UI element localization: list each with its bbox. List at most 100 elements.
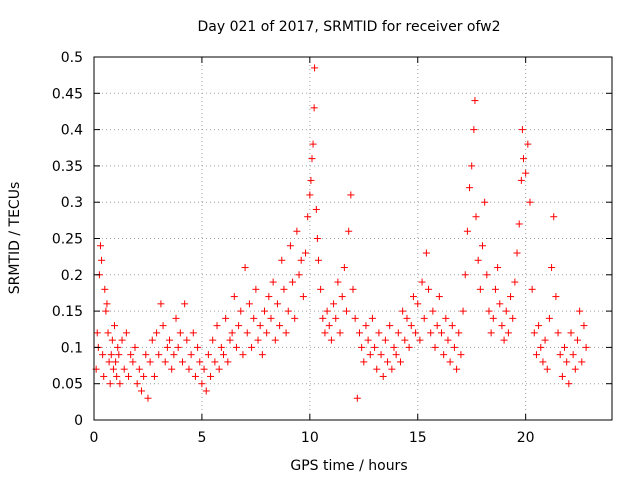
- data-point: [468, 162, 476, 170]
- data-point: [323, 307, 331, 315]
- data-point: [178, 358, 186, 366]
- data-point: [446, 358, 454, 366]
- y-tick-label: 0.45: [52, 86, 83, 102]
- data-point: [191, 372, 199, 380]
- data-point: [401, 336, 409, 344]
- data-point: [215, 365, 223, 373]
- data-point: [284, 307, 292, 315]
- data-point: [135, 365, 143, 373]
- data-point: [304, 213, 312, 221]
- data-point: [435, 293, 443, 301]
- data-point: [472, 213, 480, 221]
- y-tick-label: 0: [74, 413, 83, 429]
- data-point: [109, 365, 117, 373]
- data-point: [360, 358, 368, 366]
- data-point: [114, 343, 122, 351]
- data-point: [552, 293, 560, 301]
- data-point: [115, 351, 123, 359]
- data-point: [105, 358, 113, 366]
- data-point: [271, 336, 279, 344]
- data-point: [172, 314, 180, 322]
- data-point: [185, 365, 193, 373]
- data-point: [273, 300, 281, 308]
- data-point: [545, 314, 553, 322]
- data-point: [289, 278, 297, 286]
- data-point: [241, 264, 249, 272]
- data-point: [340, 264, 348, 272]
- data-point: [455, 329, 463, 337]
- data-point: [181, 300, 189, 308]
- data-point: [396, 358, 404, 366]
- data-point: [541, 336, 549, 344]
- data-point: [325, 322, 333, 330]
- data-point: [144, 394, 152, 402]
- data-point: [217, 343, 225, 351]
- data-point: [295, 271, 303, 279]
- data-point: [276, 322, 284, 330]
- data-point: [571, 365, 579, 373]
- data-point: [157, 300, 165, 308]
- data-point: [196, 358, 204, 366]
- data-point: [263, 329, 271, 337]
- data-point: [509, 314, 517, 322]
- y-tick-label: 0.05: [52, 377, 83, 393]
- data-point: [314, 256, 322, 264]
- data-point: [222, 314, 230, 322]
- data-point: [112, 358, 120, 366]
- data-point: [461, 271, 469, 279]
- data-point: [520, 155, 528, 163]
- data-point: [573, 336, 581, 344]
- data-point: [494, 264, 502, 272]
- data-point: [448, 322, 456, 330]
- data-point: [153, 329, 161, 337]
- data-point: [106, 380, 114, 388]
- data-point: [310, 104, 318, 112]
- data-point: [99, 351, 107, 359]
- data-point: [418, 278, 426, 286]
- data-point: [429, 307, 437, 315]
- data-point: [384, 358, 392, 366]
- data-point: [125, 372, 133, 380]
- data-point: [122, 329, 130, 337]
- data-point: [539, 358, 547, 366]
- data-point: [256, 322, 264, 330]
- y-tick-label: 0.2: [61, 268, 83, 284]
- data-point: [409, 293, 417, 301]
- data-point: [202, 387, 210, 395]
- x-tick-label: 10: [301, 430, 319, 446]
- data-point: [317, 285, 325, 293]
- axis-ticks: [93, 56, 612, 421]
- data-point: [209, 336, 217, 344]
- data-point: [414, 300, 422, 308]
- data-point: [394, 329, 402, 337]
- data-point: [237, 307, 245, 315]
- data-point: [120, 365, 128, 373]
- data-point: [358, 343, 366, 351]
- data-point: [228, 329, 236, 337]
- data-point: [412, 329, 420, 337]
- data-point: [543, 365, 551, 373]
- x-tick-label: 15: [409, 430, 427, 446]
- data-point: [476, 285, 484, 293]
- data-point: [261, 307, 269, 315]
- data-point: [433, 322, 441, 330]
- data-point: [168, 365, 176, 373]
- x-tick-label: 20: [517, 430, 535, 446]
- data-point: [578, 358, 586, 366]
- data-point: [498, 322, 506, 330]
- data-point: [155, 351, 163, 359]
- data-point: [307, 176, 315, 184]
- data-point: [479, 242, 486, 250]
- data-point: [517, 176, 525, 184]
- data-point: [113, 372, 121, 380]
- y-tick-label: 0.35: [52, 159, 83, 175]
- data-point: [104, 329, 112, 337]
- data-point: [567, 329, 575, 337]
- data-point: [332, 314, 340, 322]
- data-point: [459, 307, 467, 315]
- data-point: [282, 329, 290, 337]
- x-tick-label: 0: [90, 430, 99, 446]
- data-point: [293, 227, 301, 235]
- data-point: [496, 300, 504, 308]
- data-point: [107, 351, 115, 359]
